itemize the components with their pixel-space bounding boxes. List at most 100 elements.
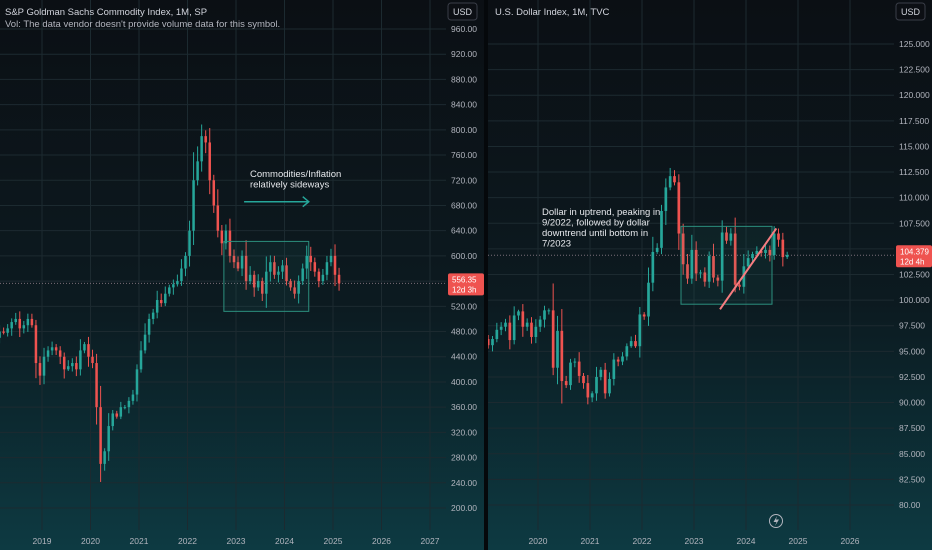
candle-body[interactable]	[224, 230, 228, 244]
candle-body[interactable]	[720, 232, 724, 281]
candle[interactable]	[534, 319, 538, 344]
candle-body[interactable]	[725, 232, 728, 241]
candle-body[interactable]	[521, 311, 525, 327]
candle[interactable]	[488, 335, 490, 349]
candle-body[interactable]	[228, 230, 232, 256]
candle-body[interactable]	[293, 287, 296, 294]
candle-body[interactable]	[261, 281, 264, 294]
candle[interactable]	[785, 251, 789, 259]
candle-body[interactable]	[305, 255, 308, 269]
candle-body[interactable]	[681, 233, 685, 265]
candle[interactable]	[573, 358, 577, 368]
candle[interactable]	[612, 353, 616, 386]
candle-body[interactable]	[236, 262, 240, 269]
candle-body[interactable]	[629, 341, 633, 347]
candle-body[interactable]	[67, 366, 70, 370]
candle-body[interactable]	[538, 319, 542, 327]
candle-body[interactable]	[184, 255, 187, 269]
candle[interactable]	[155, 290, 159, 319]
candle[interactable]	[491, 335, 494, 352]
candle[interactable]	[768, 245, 772, 262]
candle-body[interactable]	[139, 350, 143, 370]
candle-body[interactable]	[232, 255, 236, 263]
candle-body[interactable]	[556, 330, 559, 368]
candles[interactable]	[488, 167, 789, 405]
candle[interactable]	[244, 240, 248, 290]
candle-body[interactable]	[608, 378, 611, 394]
candle[interactable]	[269, 255, 272, 282]
candle-body[interactable]	[707, 256, 711, 282]
candle[interactable]	[135, 364, 139, 402]
candle[interactable]	[317, 268, 321, 288]
candle-body[interactable]	[590, 393, 594, 398]
candle-body[interactable]	[196, 161, 199, 181]
candle[interactable]	[281, 259, 284, 279]
candle-body[interactable]	[99, 407, 102, 464]
candle-body[interactable]	[172, 284, 175, 288]
candle[interactable]	[777, 228, 780, 247]
candle[interactable]	[168, 284, 171, 297]
candle-body[interactable]	[694, 249, 698, 274]
candle-body[interactable]	[0, 331, 1, 338]
candle-body[interactable]	[79, 350, 82, 370]
candle-body[interactable]	[103, 451, 106, 464]
time-axis[interactable]: 2020 2021 2022 2023 2024 2025 2026	[529, 536, 860, 546]
candle[interactable]	[107, 413, 110, 461]
candle[interactable]	[703, 267, 707, 287]
candle-body[interactable]	[87, 344, 90, 357]
candle[interactable]	[273, 255, 276, 279]
currency-button[interactable]: USD	[895, 2, 926, 21]
candle-body[interactable]	[54, 347, 58, 351]
currency-button[interactable]: USD	[447, 2, 478, 21]
candle-body[interactable]	[586, 383, 590, 398]
candle[interactable]	[329, 248, 333, 267]
candles[interactable]	[0, 124, 341, 482]
candle[interactable]	[547, 308, 551, 315]
candle[interactable]	[673, 170, 676, 186]
annotation-text[interactable]: relatively sideways	[250, 180, 329, 191]
candle-body[interactable]	[95, 363, 98, 408]
candle[interactable]	[75, 356, 78, 377]
candle[interactable]	[204, 130, 207, 154]
candle[interactable]	[42, 347, 46, 385]
candle-body[interactable]	[738, 284, 741, 287]
candle-body[interactable]	[595, 376, 598, 394]
candle[interactable]	[707, 251, 711, 288]
candle-body[interactable]	[699, 272, 702, 274]
candle[interactable]	[95, 353, 98, 425]
candle-body[interactable]	[192, 180, 195, 231]
candle-body[interactable]	[560, 330, 564, 382]
candle[interactable]	[143, 323, 147, 354]
candle[interactable]	[781, 232, 785, 267]
candle[interactable]	[313, 257, 317, 277]
candle[interactable]	[521, 304, 525, 337]
candle-body[interactable]	[252, 274, 256, 288]
candle-body[interactable]	[638, 314, 642, 347]
candle[interactable]	[240, 250, 244, 277]
candle[interactable]	[83, 341, 86, 354]
candle-body[interactable]	[525, 322, 529, 327]
candle[interactable]	[551, 283, 555, 376]
candle-body[interactable]	[512, 315, 516, 341]
candle[interactable]	[608, 372, 611, 397]
candle[interactable]	[586, 374, 590, 405]
candle-body[interactable]	[62, 356, 66, 370]
candle[interactable]	[638, 306, 642, 358]
candle-body[interactable]	[127, 400, 131, 408]
candle-body[interactable]	[159, 300, 163, 304]
candle-body[interactable]	[508, 322, 512, 341]
candle[interactable]	[629, 336, 633, 348]
candle-body[interactable]	[703, 272, 707, 282]
candle[interactable]	[208, 128, 211, 195]
candle[interactable]	[560, 309, 564, 404]
candle[interactable]	[543, 305, 546, 328]
candle[interactable]	[115, 410, 119, 419]
candle[interactable]	[180, 259, 183, 286]
candle[interactable]	[716, 274, 720, 287]
candle-body[interactable]	[212, 180, 216, 206]
candle-body[interactable]	[111, 413, 114, 427]
candle-body[interactable]	[30, 318, 34, 326]
candle-body[interactable]	[83, 344, 86, 351]
candle[interactable]	[285, 257, 288, 286]
candle-body[interactable]	[200, 136, 203, 162]
